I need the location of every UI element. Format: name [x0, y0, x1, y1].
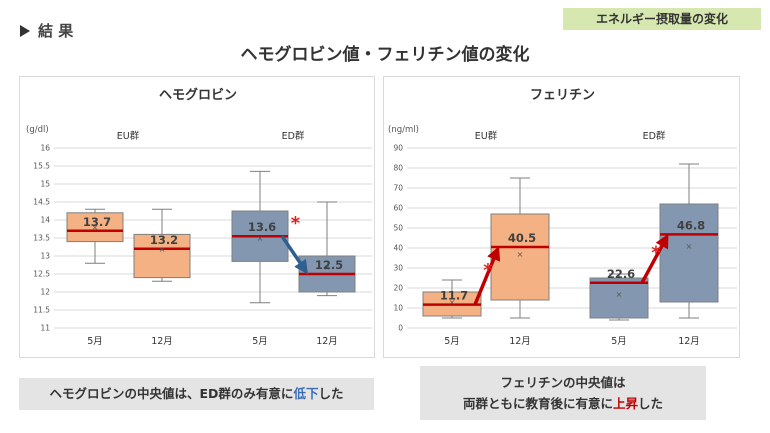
- mean-marker: ×: [616, 290, 623, 299]
- ferritin-chart-panel: フェリチン (ng/ml) EU群 ED群 0 10 20 30 40 50 60 70 80 90 × 11…: [383, 76, 740, 358]
- y-tick-label: 16: [40, 144, 50, 153]
- mean-marker: ×: [686, 242, 693, 251]
- group-label: ED群: [282, 130, 305, 142]
- ferritin-conclusion-line2: 両群ともに教育後に有意に上昇した: [420, 393, 706, 414]
- y-tick-label: 80: [393, 164, 403, 173]
- y-tick-label: 30: [393, 264, 403, 273]
- hemoglobin-chart-panel: ヘモグロビン (g/dl) EU群 ED群 11 11.5 12 12.5 13 13.5 14 14…: [19, 76, 375, 358]
- y-tick-label: 20: [393, 284, 403, 293]
- x-tick-label: 5月: [252, 336, 268, 347]
- y-tick-label: 10: [393, 304, 403, 313]
- x-tick-label: 12月: [316, 336, 338, 347]
- median-label: 13.6: [248, 220, 276, 234]
- ferritin-conclusion-text: 両群ともに教育後に有意に: [462, 396, 613, 411]
- x-tick-label: 5月: [87, 336, 103, 347]
- triangle-bullet-icon: [20, 25, 30, 37]
- y-tick-label: 90: [393, 144, 403, 153]
- change-arrow: [640, 233, 669, 284]
- hemoglobin-conclusion-suffix: した: [318, 386, 344, 401]
- change-arrow: [280, 235, 308, 275]
- ferritin-conclusion-suffix: した: [638, 396, 664, 411]
- hemoglobin-conclusion: ヘモグロビンの中央値は、ED群のみ有意に低下した: [19, 378, 374, 410]
- hemoglobin-conclusion-text: ヘモグロビンの中央値は、ED群のみ有意に: [49, 386, 294, 401]
- y-tick-label: 13.5: [33, 234, 50, 243]
- median-label: 40.5: [508, 231, 536, 245]
- y-tick-label: 14.5: [33, 198, 50, 207]
- hemoglobin-boxplot: ヘモグロビン (g/dl) EU群 ED群 11 11.5 12 12.5 13 13.5 14 14…: [26, 87, 372, 347]
- box: [490, 213, 550, 301]
- x-tick-label: 5月: [444, 336, 460, 347]
- median-label: 46.8: [677, 218, 705, 232]
- y-tick-label: 12.5: [33, 270, 50, 279]
- ferritin-boxplot: フェリチン(ng/ml)EU群 ED群0102030405060708090×11…: [388, 88, 737, 347]
- median-label: 12.5: [315, 258, 343, 272]
- box: [66, 212, 124, 243]
- significance-asterisk: *: [291, 213, 301, 234]
- change-arrow: [473, 246, 501, 306]
- box: [133, 233, 191, 279]
- y-tick-label: 60: [393, 204, 403, 213]
- hemoglobin-conclusion-emphasis: 低下: [293, 386, 319, 401]
- median-label: 11.7: [440, 289, 468, 303]
- y-tick-label: 13: [40, 252, 50, 261]
- group-label: ED群: [643, 130, 666, 142]
- y-tick-label: 11: [40, 324, 50, 333]
- group-label: EU群: [475, 130, 498, 142]
- mean-marker: ×: [324, 263, 331, 272]
- mean-marker: ×: [92, 223, 99, 232]
- median-label: 13.2: [150, 233, 178, 247]
- x-tick-label: 12月: [509, 336, 531, 347]
- y-tick-label: 0: [398, 324, 403, 333]
- box: [659, 203, 719, 303]
- mean-marker: ×: [449, 298, 456, 307]
- ferritin-conclusion-emphasis: 上昇: [612, 396, 638, 411]
- energy-intake-tag: エネルギー摂取量の変化: [563, 8, 761, 30]
- y-tick-label: 11.5: [33, 306, 50, 315]
- y-tick-label: 40: [393, 244, 403, 253]
- page-title: ヘモグロビン値・フェリチン値の変化: [240, 45, 530, 65]
- y-tick-label: 12: [40, 288, 50, 297]
- mean-marker: ×: [517, 250, 524, 259]
- y-tick-label: 14: [40, 216, 50, 225]
- x-tick-label: 5月: [611, 336, 627, 347]
- x-tick-label: 12月: [678, 336, 700, 347]
- section-label: 結 果: [38, 22, 74, 40]
- mean-marker: ×: [257, 234, 264, 243]
- y-axis-label: (ng/ml): [388, 125, 419, 135]
- y-axis-label: (g/dl): [26, 125, 49, 135]
- y-tick-label: 15.5: [33, 162, 50, 171]
- section-heading: 結 果: [20, 20, 73, 41]
- median-label: 13.7: [83, 215, 111, 229]
- significance-asterisk: *: [483, 260, 493, 281]
- mean-marker: ×: [159, 245, 166, 254]
- y-tick-label: 70: [393, 184, 403, 193]
- group-label: EU群: [117, 130, 140, 142]
- median-label: 22.6: [607, 267, 635, 281]
- ferritin-conclusion-line1: フェリチンの中央値は: [500, 375, 626, 390]
- chart-title: フェリチン: [530, 88, 595, 103]
- ferritin-conclusion: フェリチンの中央値は 両群ともに教育後に有意に上昇した: [420, 366, 706, 420]
- y-tick-label: 15: [40, 180, 50, 189]
- chart-title: ヘモグロビン: [159, 87, 237, 103]
- x-tick-label: 12月: [151, 336, 173, 347]
- significance-asterisk: *: [651, 243, 661, 264]
- box: [589, 277, 649, 319]
- y-tick-label: 50: [393, 224, 403, 233]
